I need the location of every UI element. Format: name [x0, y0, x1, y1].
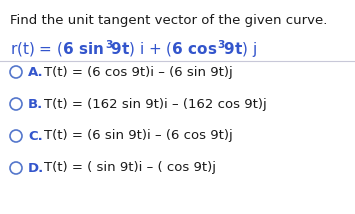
Text: Find the unit tangent vector of the given curve.: Find the unit tangent vector of the give…: [10, 14, 327, 27]
Text: T(t) = (6 cos 9t)i – (6 sin 9t)j: T(t) = (6 cos 9t)i – (6 sin 9t)j: [44, 65, 233, 79]
Text: T(t) = (162 sin 9t)i – (162 cos 9t)j: T(t) = (162 sin 9t)i – (162 cos 9t)j: [44, 98, 267, 110]
Text: T(t) = ( sin 9t)i – ( cos 9t)j: T(t) = ( sin 9t)i – ( cos 9t)j: [44, 162, 216, 174]
Text: B.: B.: [28, 98, 43, 110]
Text: T(t) = (6 sin 9t)i – (6 cos 9t)j: T(t) = (6 sin 9t)i – (6 cos 9t)j: [44, 129, 233, 143]
Text: r(t) = $\mathbf{\left(6\ sin^{\,3}\!9t\right)}$ i + $\mathbf{\left(6\ cos^{\,3}\: r(t) = $\mathbf{\left(6\ sin^{\,3}\!9t\r…: [10, 38, 257, 60]
Text: D.: D.: [28, 162, 44, 174]
Text: C.: C.: [28, 129, 43, 143]
Text: A.: A.: [28, 65, 44, 79]
